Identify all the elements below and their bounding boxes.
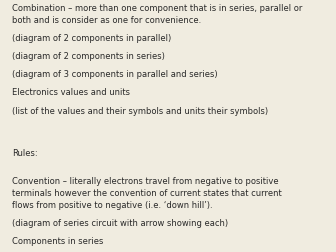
Text: both and is consider as one for convenience.: both and is consider as one for convenie… <box>12 16 201 25</box>
Text: Components in series: Components in series <box>12 237 103 246</box>
Text: terminals however the convention of current states that current: terminals however the convention of curr… <box>12 189 282 198</box>
Text: flows from positive to negative (i.e. ‘down hill’).: flows from positive to negative (i.e. ‘d… <box>12 201 212 210</box>
Text: (diagram of 3 components in parallel and series): (diagram of 3 components in parallel and… <box>12 70 217 79</box>
Text: Combination – more than one component that is in series, parallel or: Combination – more than one component th… <box>12 4 302 13</box>
Text: (diagram of 2 components in parallel): (diagram of 2 components in parallel) <box>12 34 171 43</box>
Text: Convention – literally electrons travel from negative to positive: Convention – literally electrons travel … <box>12 177 279 186</box>
Text: (diagram of series circuit with arrow showing each): (diagram of series circuit with arrow sh… <box>12 219 228 228</box>
Text: (list of the values and their symbols and units their symbols): (list of the values and their symbols an… <box>12 107 268 116</box>
Text: Electronics values and units: Electronics values and units <box>12 88 130 98</box>
Text: (diagram of 2 components in series): (diagram of 2 components in series) <box>12 52 165 61</box>
Text: Rules:: Rules: <box>12 149 37 158</box>
